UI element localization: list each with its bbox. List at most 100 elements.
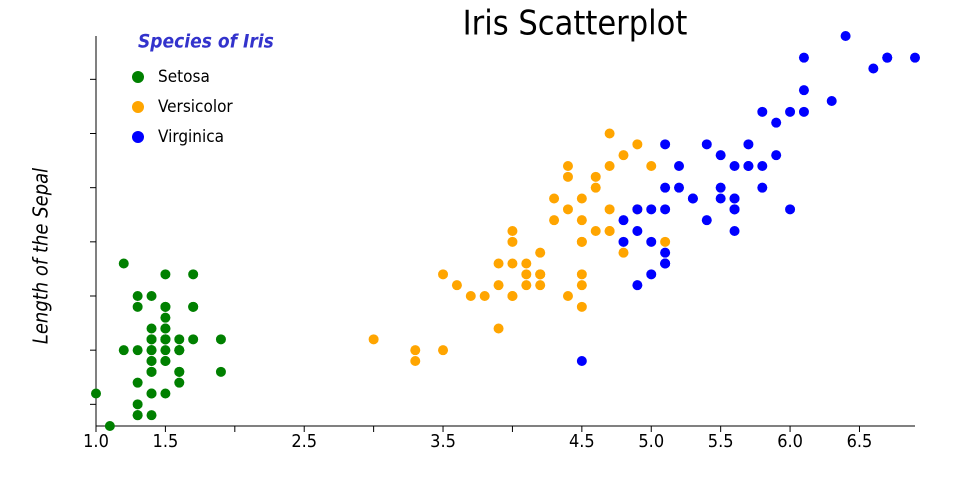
point xyxy=(146,291,157,301)
x-tick-label: 5.5 xyxy=(708,431,734,452)
point xyxy=(604,226,615,236)
point xyxy=(521,269,532,280)
point xyxy=(160,269,171,280)
point xyxy=(771,150,782,161)
point xyxy=(146,388,157,399)
point xyxy=(174,377,185,388)
point xyxy=(674,161,685,171)
point xyxy=(701,215,712,226)
point xyxy=(618,236,629,247)
point xyxy=(410,356,421,366)
point xyxy=(590,226,601,236)
legend-marker xyxy=(132,101,144,113)
point xyxy=(882,52,893,63)
point xyxy=(521,258,532,269)
x-tick-label: 2.5 xyxy=(291,431,317,452)
point xyxy=(132,291,143,301)
x-tick-label: 6.5 xyxy=(847,431,873,452)
point xyxy=(507,226,518,236)
point xyxy=(160,312,171,323)
point xyxy=(798,52,809,63)
point xyxy=(91,388,101,399)
point xyxy=(771,117,782,128)
point xyxy=(188,269,199,280)
point xyxy=(632,204,643,215)
point xyxy=(562,171,573,182)
point xyxy=(646,204,657,215)
point xyxy=(104,421,115,431)
point xyxy=(757,182,768,193)
point xyxy=(438,269,449,280)
point xyxy=(660,139,671,150)
point xyxy=(660,204,671,215)
point xyxy=(535,280,546,291)
point xyxy=(146,366,157,377)
point xyxy=(674,182,685,193)
point xyxy=(715,150,726,161)
point xyxy=(132,399,143,410)
x-tick-label: 6.0 xyxy=(777,431,803,452)
point xyxy=(132,301,143,312)
point xyxy=(160,323,171,334)
point xyxy=(160,334,171,345)
point xyxy=(729,161,740,171)
legend-label: Versicolor xyxy=(158,97,233,117)
point xyxy=(118,258,129,269)
point xyxy=(798,106,809,117)
point xyxy=(146,356,157,366)
point xyxy=(701,139,712,150)
point xyxy=(535,247,546,258)
point xyxy=(562,204,573,215)
point xyxy=(576,193,587,204)
point xyxy=(146,323,157,334)
point xyxy=(479,291,490,301)
point xyxy=(576,236,587,247)
legend-label: Virginica xyxy=(158,127,224,147)
point xyxy=(493,323,504,334)
point xyxy=(188,301,199,312)
point xyxy=(521,280,532,291)
point xyxy=(549,215,560,226)
point xyxy=(729,226,740,236)
point xyxy=(576,301,587,312)
point xyxy=(632,139,643,150)
point xyxy=(826,96,837,106)
point xyxy=(715,193,726,204)
point xyxy=(576,280,587,291)
point xyxy=(757,106,768,117)
point xyxy=(576,356,587,366)
point xyxy=(160,356,171,366)
point xyxy=(757,161,768,171)
point xyxy=(132,345,143,356)
point xyxy=(438,345,449,356)
point xyxy=(715,182,726,193)
point xyxy=(562,291,573,301)
point xyxy=(562,161,573,171)
point xyxy=(798,85,809,96)
x-tick-label: 1.5 xyxy=(153,431,179,452)
point xyxy=(743,139,754,150)
point xyxy=(507,258,518,269)
point xyxy=(660,236,671,247)
point xyxy=(535,269,546,280)
point xyxy=(493,280,504,291)
point xyxy=(549,193,560,204)
point xyxy=(618,215,629,226)
point xyxy=(174,345,185,356)
point xyxy=(646,269,657,280)
point xyxy=(687,193,698,204)
point xyxy=(465,291,476,301)
point xyxy=(146,334,157,345)
point xyxy=(410,345,421,356)
point xyxy=(618,150,629,161)
point xyxy=(215,366,226,377)
point xyxy=(646,161,657,171)
point xyxy=(188,334,199,345)
y-axis-label: Length of the Sepal xyxy=(29,168,53,344)
point xyxy=(660,247,671,258)
point xyxy=(743,161,754,171)
point xyxy=(507,236,518,247)
point xyxy=(132,377,143,388)
point xyxy=(507,291,518,301)
